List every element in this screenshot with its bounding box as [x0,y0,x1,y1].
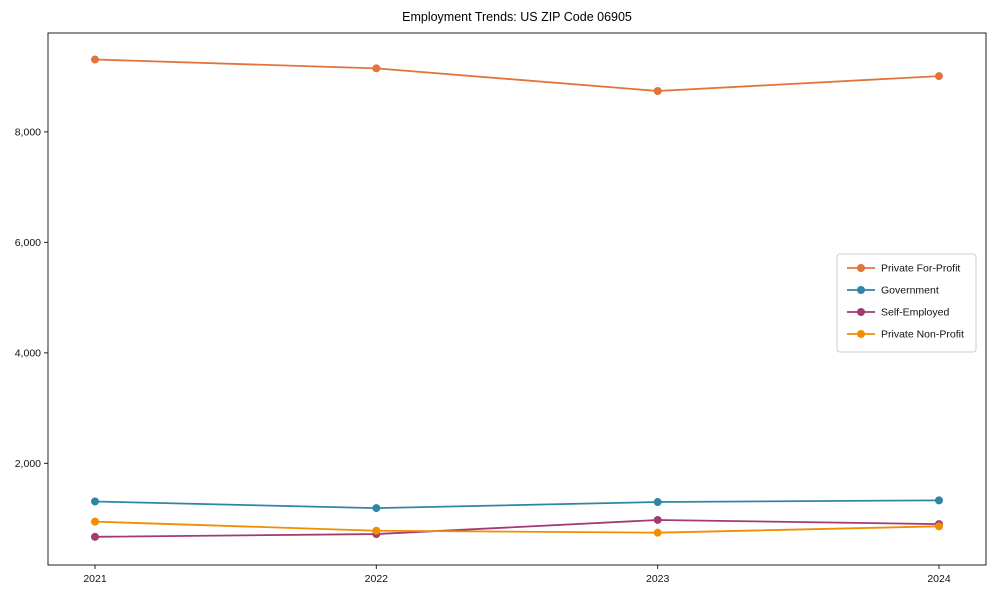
legend-marker-icon-2 [857,308,865,316]
legend-box [836,253,977,353]
data-point-s1-x1 [372,504,381,513]
series-line-1 [94,499,940,509]
data-point-s0-x1 [372,64,381,73]
legend-marker-icon-3 [857,330,865,338]
series-line-0 [94,58,940,92]
x-axis-tick-label: 2023 [646,573,670,585]
data-point-s2-x0 [91,532,99,541]
data-point-s3-x1 [372,526,381,535]
data-point-s3-x3 [935,522,943,531]
data-point-s3-x2 [653,528,662,537]
data-point-s0-x3 [935,72,943,81]
data-point-s2-x2 [653,515,662,524]
data-point-s0-x0 [91,55,99,64]
y-axis-tick-label: 8,000 [15,126,41,138]
y-axis-tick-label: 2,000 [15,458,41,470]
chart-title: Employment Trends: US ZIP Code 06905 [402,10,632,24]
legend-label-3: Private Non-Profit [881,329,964,341]
plot-area-border [47,32,987,566]
data-point-s1-x2 [653,498,662,507]
y-axis-tick-label: 6,000 [15,237,41,249]
y-axis-tick-label: 4,000 [15,347,41,359]
series-line-3 [94,520,940,534]
legend-label-0: Private For-Profit [881,263,960,275]
data-point-s3-x0 [91,517,99,526]
series-line-2 [94,519,940,538]
legend-marker-icon-0 [857,264,865,272]
legend-label-1: Government [881,285,939,297]
legend-label-2: Self-Employed [881,307,949,319]
data-point-s1-x3 [935,496,943,505]
data-point-s1-x0 [91,497,99,506]
x-axis-tick-label: 2021 [83,573,107,585]
x-axis-tick-label: 2022 [365,573,389,585]
legend-marker-icon-1 [857,286,865,294]
x-axis-tick-label: 2024 [927,573,951,585]
data-point-s0-x2 [653,87,662,96]
